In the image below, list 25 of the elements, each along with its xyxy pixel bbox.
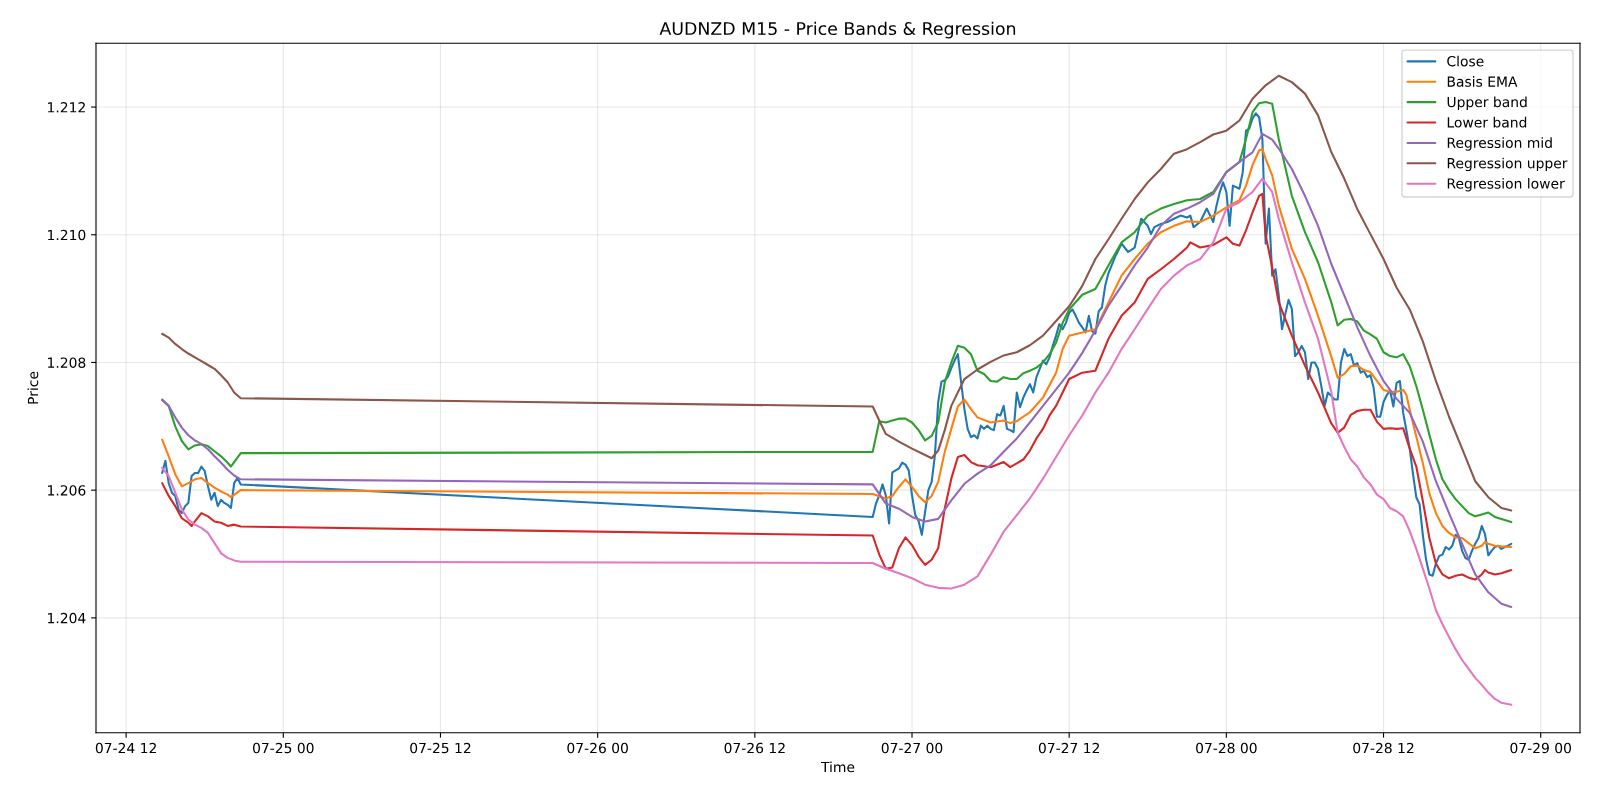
x-tick-label: 07-27 12 [1038,742,1100,754]
y-tick-label: 1.204 [48,612,86,624]
x-axis-title: Time [820,761,855,773]
x-tick-label: 07-27 00 [881,742,943,754]
x-tick-label: 07-29 00 [1510,742,1572,754]
y-tick-label: 1.210 [48,229,86,241]
legend-label: Close [1447,55,1484,67]
x-tick-label: 07-25 00 [252,742,314,754]
x-tick-label: 07-28 00 [1196,742,1257,754]
chart-title: AUDNZD M15 - Price Bands & Regression [659,21,1016,39]
legend-label: Upper band [1447,96,1527,110]
legend-label: Regression lower [1447,178,1565,192]
legend-label: Lower band [1447,116,1527,128]
x-tick-label: 07-25 12 [410,742,471,754]
x-tick-label: 07-26 12 [724,742,785,754]
y-tick-label: 1.208 [48,357,86,368]
y-tick-label: 1.212 [48,102,85,113]
legend-label: Regression mid [1447,137,1552,151]
legend-label: Regression upper [1447,157,1568,172]
y-axis-title: Price [27,371,39,404]
y-tick-label: 1.206 [48,485,86,496]
legend-label: Basis EMA [1447,76,1518,87]
x-tick-label: 07-28 12 [1353,742,1414,754]
x-tick-label: 07-24 12 [95,742,156,754]
x-tick-label: 07-26 00 [567,742,628,754]
